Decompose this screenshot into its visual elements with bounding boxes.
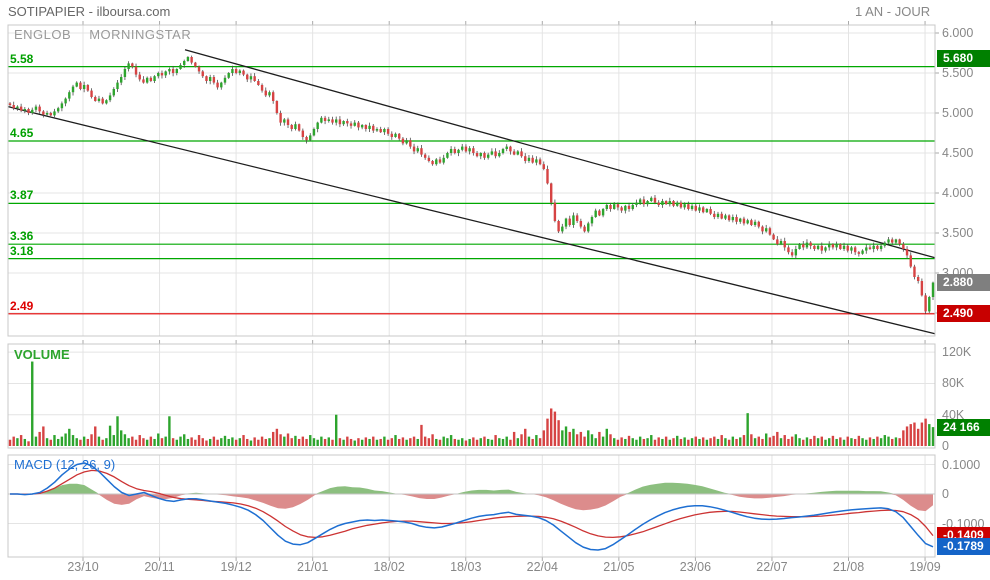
- x-axis-label: 19/12: [220, 560, 252, 574]
- x-axis-label: 21/08: [832, 560, 865, 574]
- timeframe-label: 1 AN - JOUR: [855, 4, 931, 19]
- level-label: 2.49: [10, 298, 34, 313]
- macd-panel-label: MACD (12, 26, 9): [14, 457, 116, 472]
- price-tick-label: 6.000: [942, 26, 974, 40]
- price-tick-label: 5.000: [942, 106, 974, 120]
- price-tick-label: 5.500: [942, 66, 974, 80]
- x-axis-label: 22/04: [526, 560, 558, 574]
- level-label: 3.36: [10, 229, 34, 244]
- low-level-badge: 2.490: [937, 305, 990, 323]
- volume-tick-label: 120K: [942, 345, 972, 360]
- x-axis-label: 23/06: [679, 560, 712, 574]
- price-tick-label: 4.500: [942, 146, 974, 160]
- x-axis-label: 19/09: [909, 560, 941, 574]
- price-tick-label: 4.000: [942, 186, 974, 200]
- volume-tick-label: 0: [942, 439, 949, 453]
- macd-tick-label: 0: [942, 487, 949, 501]
- x-axis-label: 21/05: [603, 560, 635, 574]
- volume-panel-label: VOLUME: [14, 347, 70, 362]
- last-price-badge: 2.880: [937, 274, 990, 292]
- x-axis-label: 20/11: [144, 560, 175, 574]
- x-axis-label: 18/02: [373, 560, 405, 574]
- chart-title: SOTIPAPIER - ilboursa.com: [8, 4, 171, 19]
- macd-tick-label: -0.1000: [942, 516, 985, 531]
- volume-tick-label: 40K: [942, 407, 965, 422]
- price-tick-label: 3.500: [942, 226, 974, 240]
- watermark-broker: ENGLOB: [14, 27, 72, 42]
- volume-tick-label: 80K: [942, 376, 965, 391]
- x-axis-label: 22/07: [756, 560, 788, 574]
- x-axis-label: 21/01: [297, 560, 329, 574]
- volume-badge: 24 166: [937, 418, 990, 436]
- level-label: 5.58: [10, 51, 34, 66]
- watermark-source: MORNINGSTAR: [89, 27, 192, 42]
- watermark: ENGLOB MORNINGSTAR: [14, 27, 209, 42]
- macd-tick-label: 0.1000: [942, 457, 981, 472]
- level-label: 4.65: [10, 126, 34, 140]
- macd-value-badge: -0.1789: [937, 538, 990, 556]
- level-label: 3.18: [10, 243, 34, 258]
- x-axis-label: 23/10: [67, 560, 99, 574]
- high-level-badge: 5.680: [937, 50, 990, 68]
- level-label: 3.87: [10, 188, 34, 203]
- x-axis-label: 18/03: [450, 560, 482, 574]
